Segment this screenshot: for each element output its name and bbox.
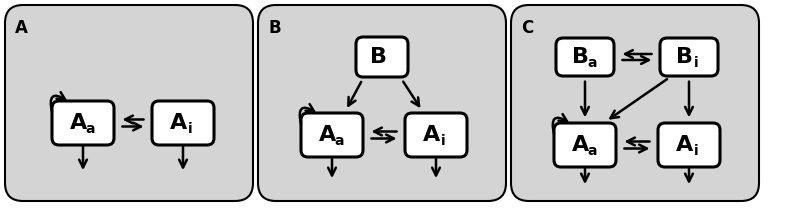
Text: B: B — [268, 19, 281, 37]
Text: A: A — [320, 125, 336, 145]
Text: a: a — [334, 134, 343, 148]
FancyBboxPatch shape — [660, 38, 718, 76]
Text: A: A — [572, 135, 590, 155]
FancyBboxPatch shape — [511, 5, 759, 201]
FancyBboxPatch shape — [258, 5, 506, 201]
Text: i: i — [694, 144, 698, 158]
Text: B: B — [677, 47, 693, 67]
FancyBboxPatch shape — [356, 37, 408, 77]
Text: C: C — [521, 19, 533, 37]
Text: a: a — [85, 122, 95, 136]
Text: a: a — [588, 144, 597, 158]
Text: B: B — [370, 47, 386, 67]
FancyBboxPatch shape — [301, 113, 363, 157]
Text: A: A — [71, 113, 87, 133]
FancyBboxPatch shape — [52, 101, 114, 145]
Text: i: i — [694, 56, 698, 70]
Text: A: A — [677, 135, 693, 155]
FancyBboxPatch shape — [556, 38, 614, 76]
FancyBboxPatch shape — [152, 101, 214, 145]
Text: A: A — [424, 125, 440, 145]
Text: a: a — [588, 56, 597, 70]
Text: i: i — [188, 122, 192, 136]
Text: A: A — [15, 19, 28, 37]
Text: B: B — [572, 47, 590, 67]
FancyBboxPatch shape — [5, 5, 253, 201]
FancyBboxPatch shape — [405, 113, 467, 157]
Text: A: A — [170, 113, 188, 133]
FancyBboxPatch shape — [658, 123, 720, 167]
Text: i: i — [440, 134, 445, 148]
FancyBboxPatch shape — [554, 123, 616, 167]
